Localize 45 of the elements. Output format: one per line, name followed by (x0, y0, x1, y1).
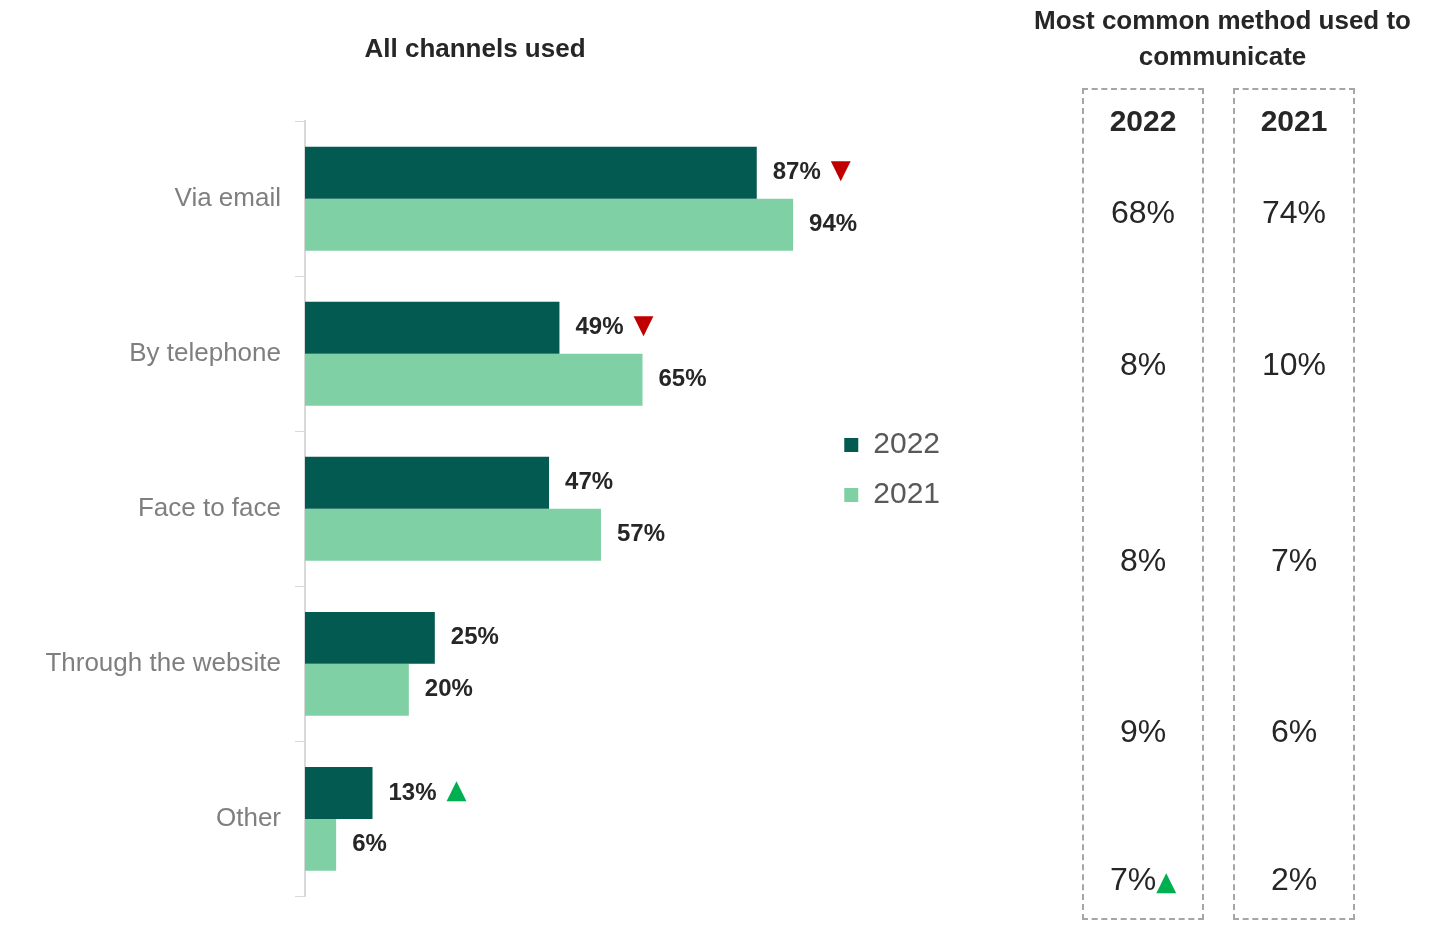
bar (305, 198, 794, 251)
text: 74% (1261, 194, 1327, 230)
category-label: 2022 (1108, 104, 1178, 138)
data-label: 87% (772, 157, 821, 185)
data-label: 49% (575, 312, 624, 340)
bar (305, 353, 643, 406)
bar (305, 146, 757, 199)
bar (305, 663, 409, 716)
text: 10% (1261, 346, 1327, 382)
text: ▲ (1156, 866, 1177, 896)
text: 68% (1110, 194, 1176, 230)
data-label: 94% (809, 209, 858, 237)
annotation: ▼ (633, 308, 654, 339)
text: 9% (1119, 713, 1167, 749)
bar (305, 818, 337, 871)
text: 6% (1270, 713, 1318, 749)
data-label: 25% (450, 622, 499, 650)
category-label: 2021 (1259, 104, 1329, 138)
text: 7% (1270, 542, 1318, 578)
y-tick-label: Other (215, 802, 282, 833)
bar (305, 508, 601, 561)
y-tick-label: Via email (174, 181, 281, 212)
y-tick-label: By telephone (129, 336, 281, 367)
data-label: 65% (658, 364, 707, 392)
annotation: ▼ (830, 153, 851, 184)
data-label: 47% (565, 467, 614, 495)
legend-label: 2021 (873, 476, 941, 510)
data-label: 6% (352, 829, 387, 857)
legend-label: 2022 (873, 426, 941, 460)
bar (305, 611, 435, 664)
data-label: 20% (424, 674, 473, 702)
text: 8% (1119, 542, 1167, 578)
text: 7% (1109, 861, 1157, 897)
bar (305, 301, 560, 354)
data-label: 13% (388, 777, 437, 805)
bar (305, 456, 550, 509)
chart-title: All channels used (364, 32, 586, 63)
y-tick-label: Face to face (137, 491, 281, 522)
y-tick-label: Through the website (45, 647, 281, 678)
text: 8% (1119, 346, 1167, 382)
text: Most common method used to communicate (1033, 4, 1412, 73)
annotation: ▲ (446, 773, 467, 804)
data-label: 57% (616, 519, 666, 547)
bar (305, 766, 373, 819)
text: 2% (1270, 861, 1318, 897)
